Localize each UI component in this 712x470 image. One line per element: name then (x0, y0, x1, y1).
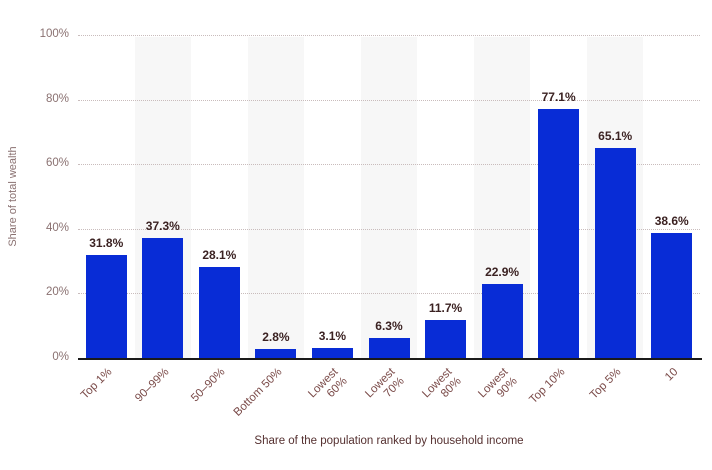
bar[interactable] (538, 108, 580, 358)
y-axis-title: Share of total wealth (7, 146, 19, 247)
x-axis-line (78, 358, 702, 360)
y-tick-label: 80% (45, 92, 69, 105)
y-tick-label: 100% (39, 28, 69, 40)
bar-value-label: 65.1% (598, 128, 633, 143)
gridline (78, 35, 700, 36)
column-band (247, 37, 305, 358)
bar-value-label: 2.8% (262, 329, 290, 344)
bar[interactable] (85, 255, 127, 358)
bar[interactable] (198, 267, 240, 358)
y-tick-label: 0% (52, 351, 69, 363)
bar-value-label: 11.7% (428, 301, 463, 316)
bar-value-label: 28.1% (202, 248, 237, 263)
y-tick-label: 20% (45, 286, 69, 299)
gridline (78, 164, 700, 166)
column-band (360, 37, 418, 358)
bar[interactable] (255, 348, 297, 358)
bar-value-label: 77.1% (541, 89, 576, 104)
bar-value-label: 37.3% (145, 218, 180, 233)
bar[interactable] (481, 284, 523, 358)
bar[interactable] (311, 347, 353, 358)
bar-value-label: 3.1% (318, 328, 347, 343)
bar[interactable] (368, 337, 410, 358)
bar-value-label: 22.9% (485, 265, 520, 280)
x-axis-title: Share of the population ranked by househ… (254, 435, 524, 447)
bar[interactable] (142, 237, 184, 358)
bar[interactable] (425, 320, 467, 358)
y-tick-label: 40% (45, 221, 69, 234)
y-tick-label: 60% (45, 157, 69, 170)
bar[interactable] (651, 233, 693, 358)
bar-value-label: 31.8% (89, 236, 124, 251)
bar[interactable] (594, 147, 636, 358)
gridline (78, 99, 700, 101)
gridline (78, 228, 700, 230)
gridline (78, 293, 700, 295)
bar-value-label: 38.6% (654, 214, 689, 229)
bar-value-label: 6.3% (375, 318, 403, 333)
